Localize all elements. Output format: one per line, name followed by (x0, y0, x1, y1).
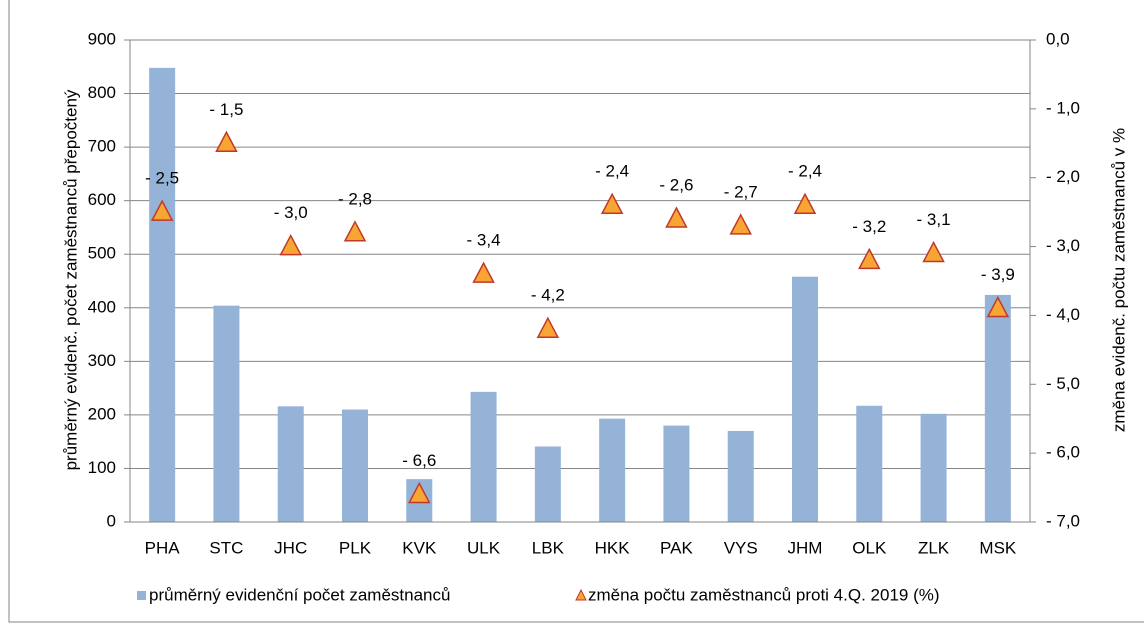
y2-tick-label: - 7,0 (1046, 511, 1080, 530)
data-label: - 2,4 (595, 162, 629, 181)
y-tick-label: 500 (88, 244, 116, 263)
legend-swatch (137, 591, 146, 600)
bar (149, 67, 176, 523)
x-tick-label: PAK (660, 538, 693, 557)
bar (342, 409, 368, 522)
legend-label: změna počtu zaměstnanců proti 4.Q. 2019 … (588, 585, 940, 604)
bar (727, 430, 754, 522)
bar (663, 425, 690, 522)
x-tick-label: LBK (532, 538, 565, 557)
x-tick-label: PHA (145, 538, 181, 557)
triangle-marker (986, 295, 1010, 318)
triangle-marker (215, 130, 238, 153)
legend-label: průměrný evidenční počet zaměstnanců (149, 585, 450, 604)
y-tick-label: 600 (88, 190, 116, 209)
x-tick-label: HKK (595, 538, 631, 557)
x-tick-label: ZLK (918, 538, 950, 557)
y2-axis-title: změna evidenč. počtu zaměstnanců v % (1109, 128, 1128, 432)
triangle-marker (922, 240, 945, 263)
bar (856, 405, 883, 522)
y2-tick-label: - 6,0 (1046, 443, 1080, 462)
triangle-marker (858, 247, 881, 270)
data-label: - 3,4 (467, 231, 501, 250)
y2-tick-label: - 3,0 (1046, 236, 1080, 255)
y2-tick-label: - 2,0 (1046, 167, 1080, 186)
y-tick-label: 100 (88, 458, 116, 477)
y2-tick-label: - 1,0 (1046, 98, 1080, 117)
bar (534, 446, 561, 522)
x-tick-label: PLK (339, 538, 372, 557)
y-tick-label: 200 (88, 404, 116, 423)
bar (470, 391, 497, 522)
triangle-marker (536, 316, 560, 338)
data-label: - 3,0 (274, 203, 308, 222)
data-label: - 6,6 (402, 451, 436, 470)
data-label: - 2,7 (724, 182, 758, 201)
data-label: - 2,4 (788, 162, 822, 181)
triangle-marker (279, 233, 302, 256)
triangle-marker (729, 213, 752, 235)
y-tick-label: 700 (88, 137, 116, 156)
y-tick-label: 400 (88, 297, 116, 316)
x-tick-label: ULK (467, 538, 501, 557)
y-tick-label: 900 (88, 29, 116, 48)
x-tick-label: OLK (852, 538, 887, 557)
data-label: - 2,6 (659, 176, 693, 195)
data-label: - 3,2 (852, 217, 886, 236)
legend-swatch (575, 588, 587, 601)
bar (213, 305, 240, 522)
x-tick-label: MSK (979, 538, 1017, 557)
bar (920, 413, 947, 522)
data-label: - 2,8 (338, 189, 372, 208)
x-tick-label: STC (209, 538, 243, 557)
y2-tick-label: 0,0 (1046, 29, 1070, 48)
data-label: - 3,9 (981, 265, 1015, 284)
bar (277, 406, 304, 522)
triangle-marker (665, 206, 688, 228)
y-tick-label: 0 (107, 511, 116, 530)
x-tick-label: KVK (402, 538, 437, 557)
triangle-marker (343, 220, 367, 242)
x-tick-label: VYS (724, 538, 758, 557)
x-tick-label: JHM (788, 538, 823, 557)
y-tick-label: 300 (88, 351, 116, 370)
triangle-marker (150, 199, 174, 221)
triangle-marker (472, 261, 495, 283)
bar (984, 294, 1011, 522)
bar (599, 418, 626, 522)
y-axis-title: průměrný evidenč. počet zaměstnanců přep… (61, 89, 80, 470)
data-label: - 4,2 (531, 286, 565, 305)
bar (792, 276, 818, 522)
triangle-marker (408, 481, 431, 504)
chart-frame (8, 0, 1144, 623)
y2-tick-label: - 4,0 (1046, 305, 1080, 324)
triangle-marker (793, 192, 817, 215)
x-tick-label: JHC (274, 538, 307, 557)
y-tick-label: 800 (88, 83, 116, 102)
data-label: - 1,5 (209, 100, 243, 119)
y2-tick-label: - 5,0 (1046, 374, 1080, 393)
triangle-marker (600, 192, 624, 215)
data-label: - 3,1 (917, 210, 951, 229)
data-label: - 2,5 (145, 169, 179, 188)
